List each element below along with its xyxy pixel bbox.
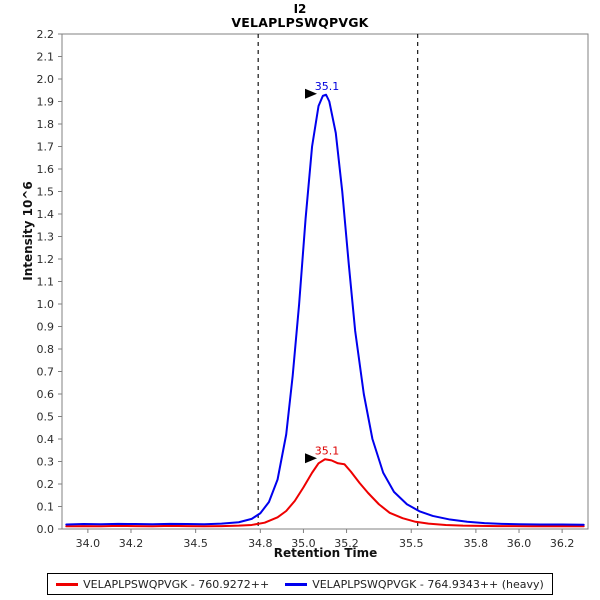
x-tick-label: 35.5 <box>399 537 424 550</box>
y-tick-label: 0.8 <box>37 343 55 356</box>
y-tick-label: 0.6 <box>37 388 55 401</box>
y-tick-label: 0.7 <box>37 366 55 379</box>
peak-retention-time-label: 35.1 <box>315 80 340 93</box>
x-tick-label: 36.0 <box>507 537 532 550</box>
legend-item-heavy[interactable]: VELAPLPSWQPVGK - 764.9343++ (heavy) <box>285 578 544 591</box>
y-tick-label: 1.0 <box>37 298 55 311</box>
y-tick-label: 2.0 <box>37 73 55 86</box>
legend-swatch-heavy <box>285 582 308 586</box>
peak-retention-time-label: 35.1 <box>315 444 340 457</box>
triangle-right-icon <box>305 453 317 464</box>
y-tick-label: 1.5 <box>37 186 55 199</box>
x-tick-label: 36.2 <box>550 537 575 550</box>
series-line <box>65 458 585 528</box>
axes-layer: 0.0 0.1 0.2 0.3 0.4 0.5 0.6 0.7 0.8 0.9 1.0 1.1 1.2 1… <box>37 28 589 550</box>
y-tick-label: 0.2 <box>37 478 55 491</box>
x-axis-label: Retention Time <box>273 546 378 560</box>
series-layer <box>65 93 585 528</box>
y-tick-label: 0.3 <box>37 456 55 469</box>
legend: VELAPLPSWQPVGK - 760.9272++ VELAPLPSWQPV… <box>47 573 553 595</box>
chart-title-block: I2 VELAPLPSWQPVGK <box>0 2 600 30</box>
y-tick-label: 1.2 <box>37 253 55 266</box>
y-tick-label: 2.2 <box>37 28 55 41</box>
page-title: I2 <box>293 2 307 16</box>
y-tick-label: 1.9 <box>37 96 55 109</box>
y-tick-label: 1.6 <box>37 163 55 176</box>
y-tick-label: 1.3 <box>37 231 55 244</box>
legend-item-light[interactable]: VELAPLPSWQPVGK - 760.9272++ <box>56 578 269 591</box>
y-tick-label: 0.5 <box>37 411 55 424</box>
y-tick-label: 1.1 <box>37 276 55 289</box>
y-tick-label: 1.7 <box>37 141 55 154</box>
series-line <box>65 93 585 526</box>
integration-boundary-lines <box>257 34 419 529</box>
x-tick-label: 34.5 <box>183 537 208 550</box>
x-tick-label: 35.8 <box>464 537 489 550</box>
chart-subtitle: VELAPLPSWQPVGK <box>231 15 369 30</box>
legend-label-heavy: VELAPLPSWQPVGK - 764.9343++ (heavy) <box>312 577 544 591</box>
y-tick-label: 1.8 <box>37 118 55 131</box>
y-tick-label: 0.9 <box>37 321 55 334</box>
x-tick-label: 34.2 <box>119 537 144 550</box>
legend-swatch-light <box>56 582 79 586</box>
x-tick-label: 35.2 <box>334 537 359 550</box>
triangle-right-icon <box>305 88 317 99</box>
y-tick-label: 0.0 <box>37 523 55 536</box>
x-tick-label: 34.8 <box>248 537 273 550</box>
y-tick-label: 0.1 <box>37 501 55 514</box>
y-tick-label: 2.1 <box>37 51 55 64</box>
y-tick-label: 1.4 <box>37 208 55 221</box>
legend-label-light: VELAPLPSWQPVGK - 760.9272++ <box>83 577 270 591</box>
x-tick-label: 35.0 <box>291 537 316 550</box>
x-tick-label: 34.0 <box>76 537 101 550</box>
y-tick-label: 0.4 <box>37 433 55 446</box>
peak-annotations: 35.1 35.1 <box>305 80 339 464</box>
